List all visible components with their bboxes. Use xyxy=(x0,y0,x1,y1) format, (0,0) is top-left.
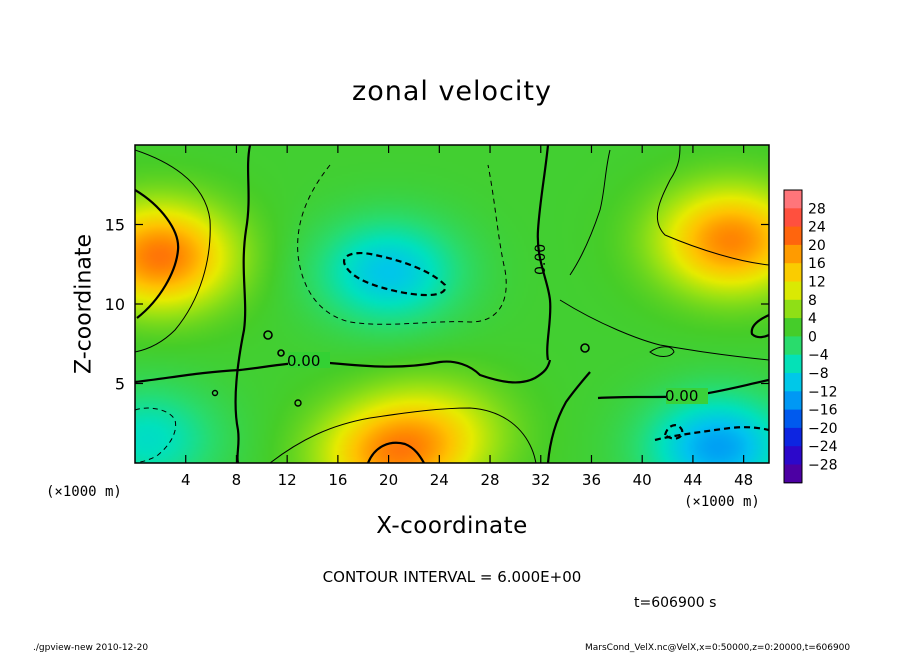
footer-right-text: MarsCond_VelX.nc@VelX,x=0:50000,z=0:2000… xyxy=(585,643,851,653)
x-tick-label: 8 xyxy=(232,471,242,489)
colorbar-swatch xyxy=(784,446,802,465)
colorbar-label: −8 xyxy=(808,366,829,382)
footer-left-text: ./gpview-new 2010-12-20 xyxy=(33,643,149,653)
colorbar-swatch xyxy=(784,373,802,392)
negative-contour xyxy=(342,251,447,297)
y-tick-label: 15 xyxy=(105,216,125,235)
colorbar-label: 20 xyxy=(808,238,826,254)
x-tick-label: 4 xyxy=(181,471,191,489)
x-tick-label: 48 xyxy=(734,471,753,489)
colorbar-swatch xyxy=(784,208,802,228)
x-tick-label: 12 xyxy=(278,471,297,489)
x-tick-label: 40 xyxy=(633,471,652,489)
x-tick-label: 20 xyxy=(379,471,398,489)
colorbar-swatch xyxy=(784,336,802,356)
colorbar-label: 12 xyxy=(808,275,826,291)
x-tick-label: 24 xyxy=(430,471,449,489)
positive-contour xyxy=(569,149,611,276)
colorbar-swatch xyxy=(784,409,802,429)
colorbar-label: 16 xyxy=(808,256,826,272)
x-axis-label: X-coordinate xyxy=(376,513,528,539)
x-axis: 4 8 12 16 20 24 28 32 36 40 44 48 xyxy=(181,145,753,489)
contour-label: 0.00 xyxy=(533,244,549,275)
zero-contour xyxy=(135,189,180,319)
contour-interval-label: CONTOUR INTERVAL = 6.000E+00 xyxy=(322,568,582,586)
x-tick-label: 16 xyxy=(328,471,347,489)
negative-contour xyxy=(654,426,769,442)
contour-label: 0.00 xyxy=(665,387,698,405)
y-axis-label: Z-coordinate xyxy=(71,234,97,374)
zero-contour xyxy=(546,371,591,463)
negative-contour xyxy=(663,424,684,440)
colorbar-swatch xyxy=(784,354,802,374)
x-tick-label: 32 xyxy=(531,471,550,489)
zero-contour xyxy=(366,441,425,463)
chart-title: zonal velocity xyxy=(352,76,552,107)
positive-contour xyxy=(649,346,675,357)
colorbar-swatch xyxy=(784,464,802,484)
zero-contour xyxy=(135,359,552,384)
zero-contour xyxy=(536,145,552,361)
colorbar-label: 28 xyxy=(808,201,826,217)
colorbar-label: 4 xyxy=(808,311,817,327)
colorbar-swatch xyxy=(784,190,802,209)
contour-lines xyxy=(135,145,769,463)
colorbar-swatch xyxy=(784,281,802,301)
x-tick-label: 36 xyxy=(582,471,601,489)
colorbar-label: −20 xyxy=(808,421,838,437)
colorbar-label: −16 xyxy=(808,403,838,419)
x-tick-label: 44 xyxy=(683,471,702,489)
colorbar-swatch xyxy=(784,263,802,282)
velocity-field xyxy=(135,145,769,463)
colorbar-label: 0 xyxy=(808,329,817,345)
colorbar: 28 24 20 16 12 8 4 0 −4 −8 −12 −16 −20 −24 −28 xyxy=(783,189,838,484)
positive-contour xyxy=(135,149,211,353)
positive-contour xyxy=(269,407,537,463)
colorbar-swatch xyxy=(784,391,802,411)
x-unit-label-left: (×1000 m) xyxy=(46,484,122,500)
y-tick-label: 5 xyxy=(115,375,125,394)
negative-contour xyxy=(297,164,507,325)
positive-contour xyxy=(559,299,769,361)
zero-contour xyxy=(750,313,769,339)
contour-label: 0.00 xyxy=(287,352,320,370)
colorbar-frame xyxy=(783,189,803,484)
colorbar-label: −12 xyxy=(808,384,838,400)
colorbar-label: −4 xyxy=(808,348,829,364)
colorbar-swatch xyxy=(784,427,802,447)
x-unit-label-right: (×1000 m) xyxy=(684,494,760,510)
colorbar-label: 24 xyxy=(808,220,826,236)
positive-contour xyxy=(656,145,769,266)
colorbar-swatch xyxy=(784,318,802,337)
colorbar-label: 8 xyxy=(808,293,817,309)
zero-contour xyxy=(234,145,252,463)
colorbar-swatch xyxy=(784,244,802,264)
x-tick-label: 28 xyxy=(480,471,499,489)
colorbar-label: −28 xyxy=(808,458,838,474)
time-label: t=606900 s xyxy=(634,595,717,611)
colorbar-swatch xyxy=(784,299,802,319)
colorbar-label: −24 xyxy=(808,439,838,455)
y-tick-label: 10 xyxy=(105,295,125,314)
colorbar-swatch xyxy=(784,226,802,246)
y-axis: 5 10 15 xyxy=(105,216,769,394)
